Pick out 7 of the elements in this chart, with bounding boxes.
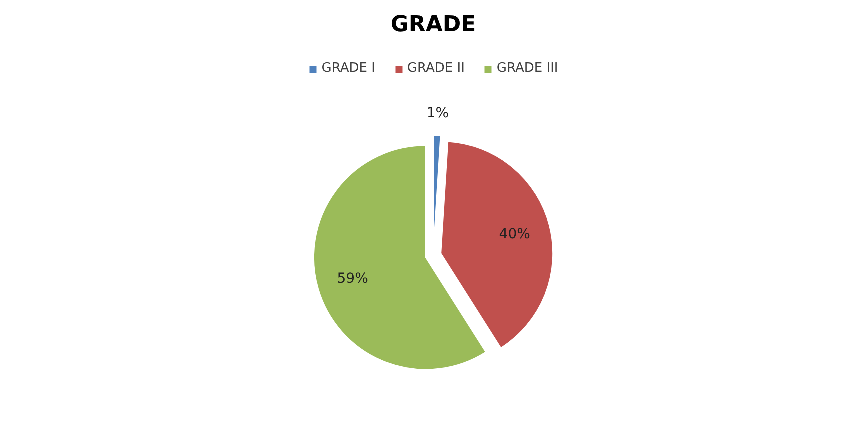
legend-label: GRADE II bbox=[407, 61, 465, 76]
chart-title: GRADE bbox=[390, 12, 476, 38]
data-label: 1% bbox=[426, 105, 450, 122]
legend-label: GRADE I bbox=[322, 61, 376, 76]
data-label: 59% bbox=[337, 270, 368, 287]
data-label: 40% bbox=[499, 226, 530, 243]
legend-label: GRADE III bbox=[496, 61, 558, 76]
